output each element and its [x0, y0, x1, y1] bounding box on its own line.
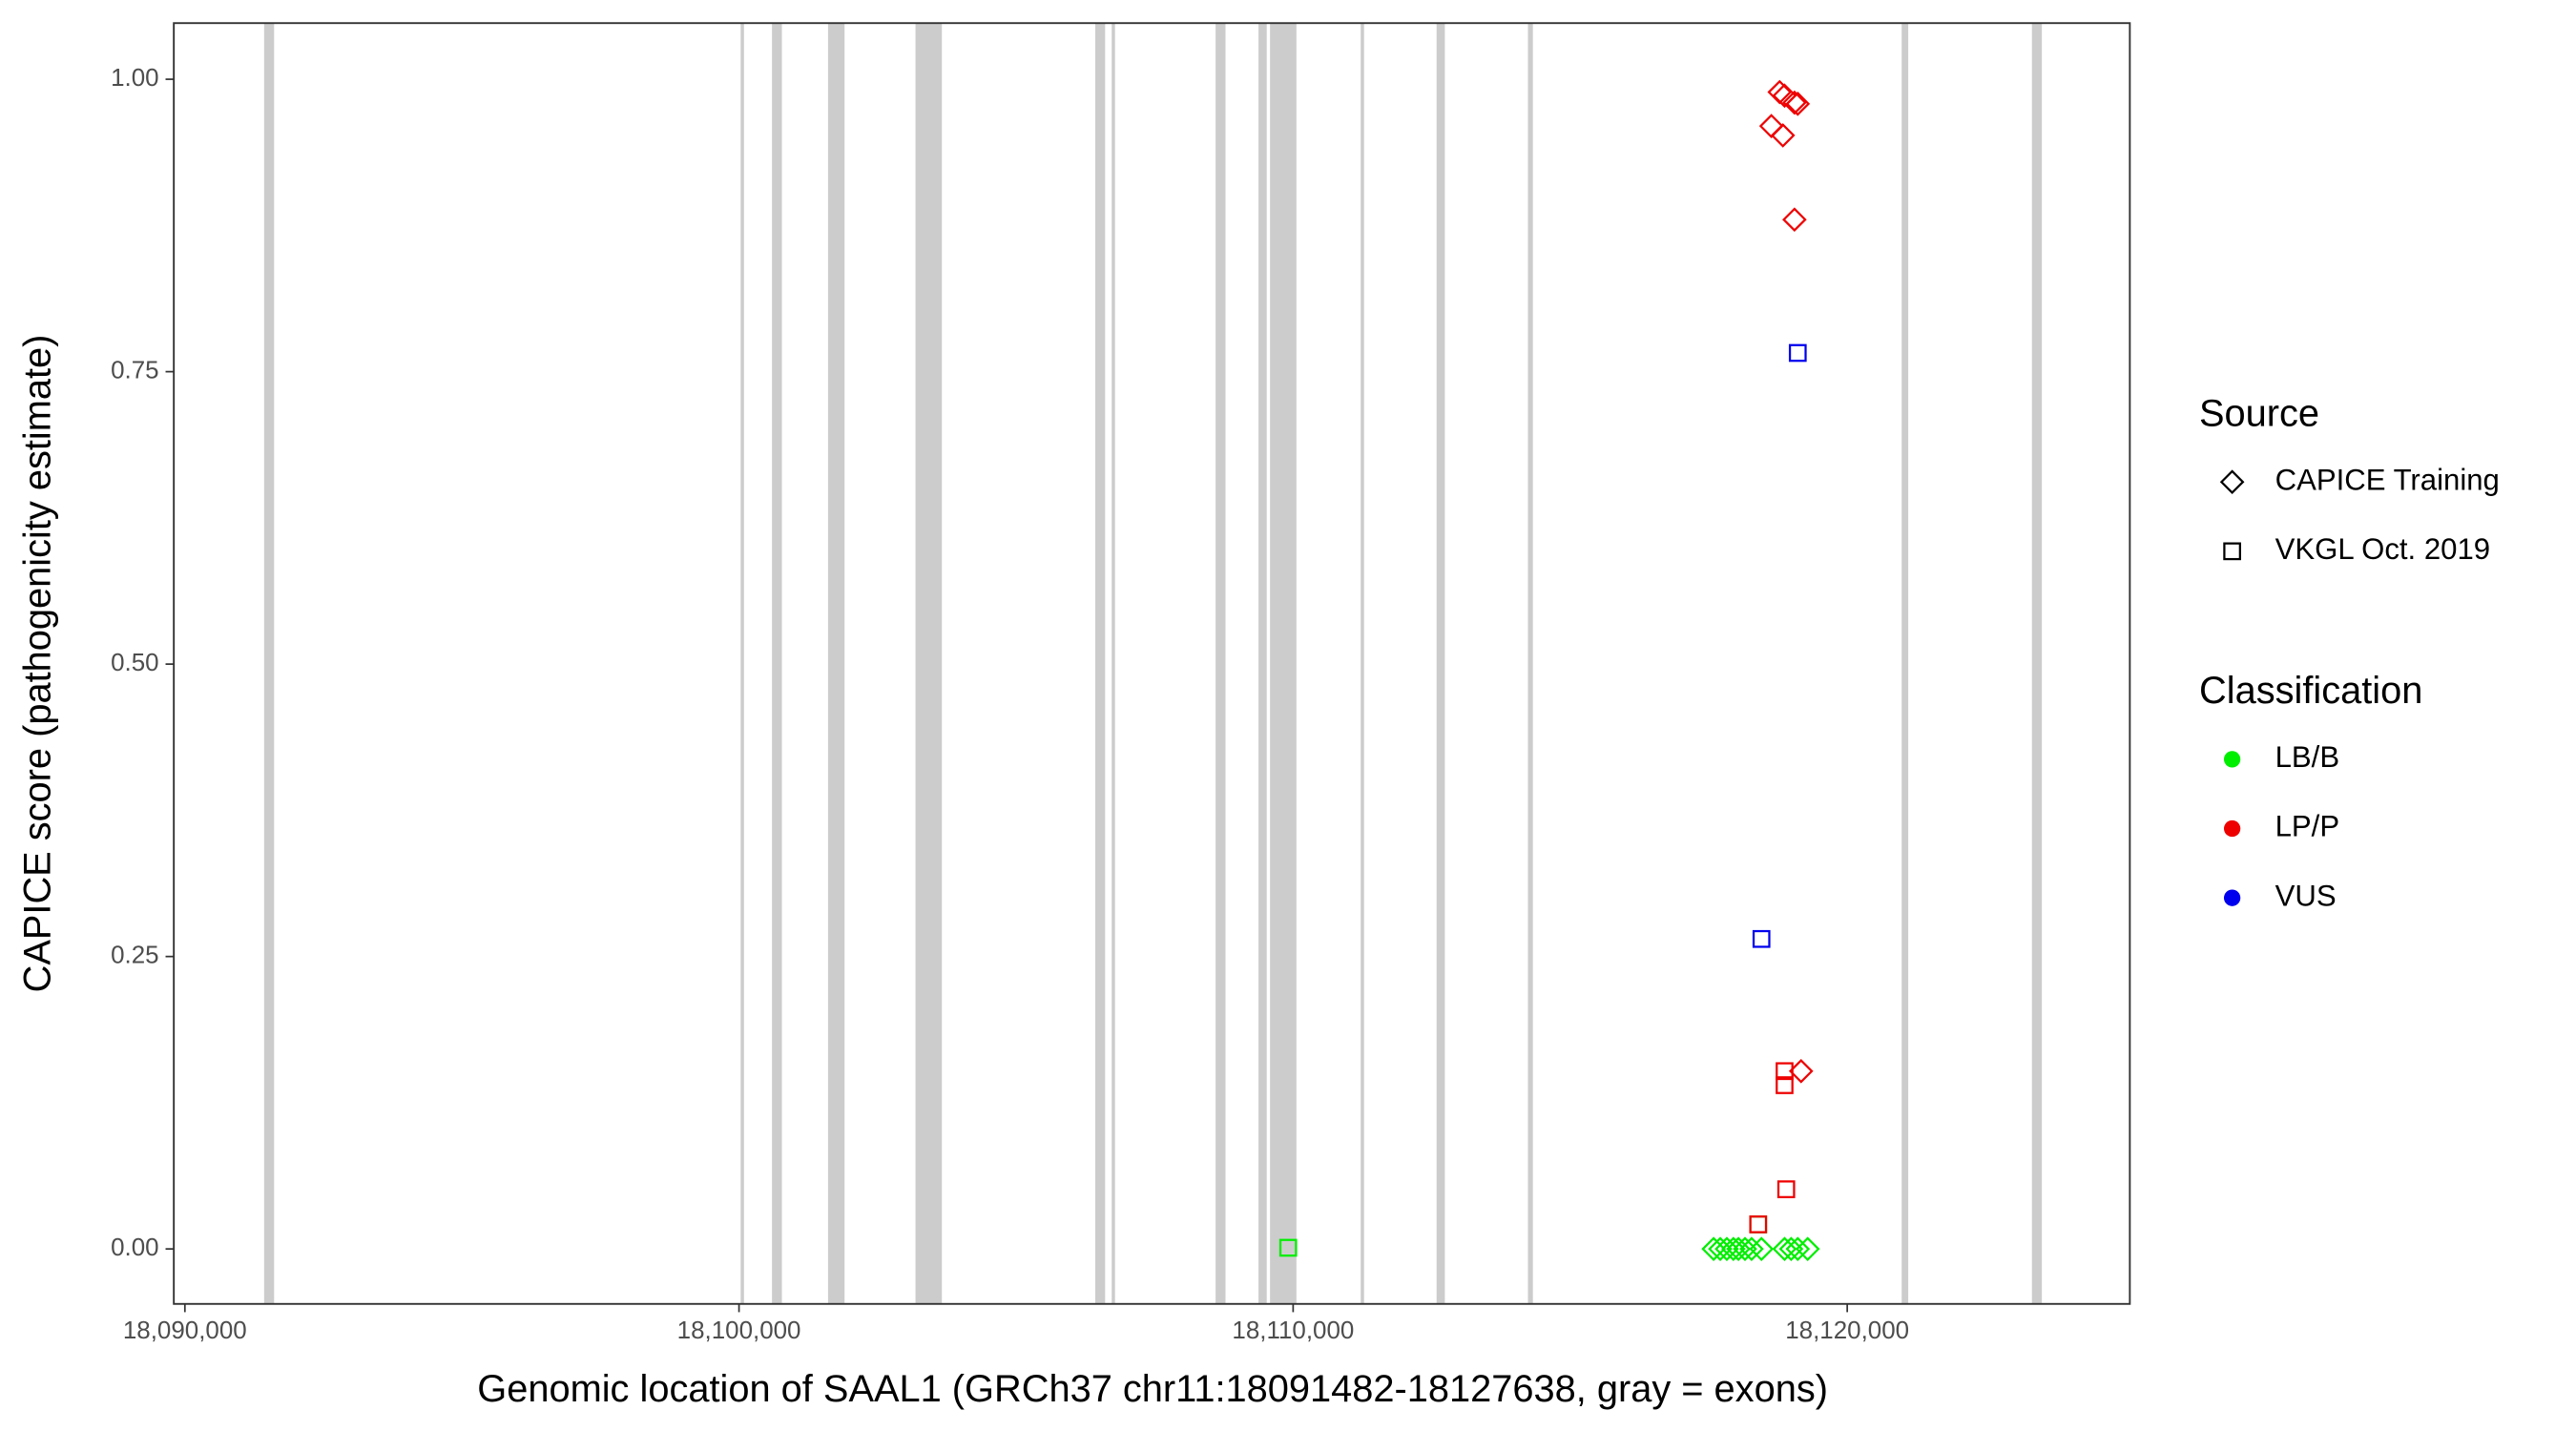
point — [1733, 1236, 1757, 1261]
exon — [1436, 23, 1445, 1304]
point — [1772, 1236, 1797, 1261]
point — [1758, 114, 1784, 138]
exon — [2031, 23, 2043, 1304]
point — [1770, 123, 1796, 148]
exon — [1901, 23, 1909, 1304]
point — [1752, 929, 1771, 948]
point — [1788, 1058, 1814, 1084]
point — [1772, 83, 1797, 109]
legend-symbol — [2223, 819, 2241, 838]
point — [1788, 343, 1807, 363]
point — [1714, 1236, 1739, 1261]
legend-title: Source — [2199, 393, 2319, 435]
legend-symbol — [2223, 889, 2241, 906]
plot-border — [173, 22, 2131, 1305]
exon — [1270, 23, 1297, 1304]
y-tick-label: 0.25 — [111, 942, 158, 968]
y-tick-label: 0.00 — [111, 1234, 158, 1261]
exon — [1111, 23, 1115, 1304]
exon — [263, 23, 275, 1304]
y-axis-title: CAPICE score (pathogenicity estimate) — [17, 335, 59, 993]
exon — [1094, 23, 1106, 1304]
point — [1721, 1236, 1746, 1261]
point — [1701, 1236, 1726, 1261]
x-tick-label: 18,100,000 — [677, 1317, 801, 1344]
point — [1776, 1076, 1794, 1094]
legend-symbol — [2219, 469, 2245, 495]
legend-symbol — [2223, 751, 2241, 768]
legend-label: LB/B — [2275, 740, 2339, 774]
exon — [740, 23, 744, 1304]
exon — [1361, 23, 1364, 1304]
legend-title: Classification — [2199, 670, 2422, 712]
point — [1785, 91, 1811, 116]
exon — [915, 23, 943, 1304]
x-tick-label: 18,120,000 — [1785, 1317, 1909, 1344]
x-tick-label: 18,090,000 — [123, 1317, 247, 1344]
point — [1776, 1062, 1794, 1081]
legend-symbol — [2223, 542, 2241, 561]
point — [1782, 90, 1807, 115]
y-tick-label: 0.75 — [111, 357, 158, 384]
point — [1278, 1238, 1298, 1257]
exon — [1215, 23, 1226, 1304]
point — [1749, 1215, 1768, 1234]
y-tick-label: 1.00 — [111, 65, 158, 92]
point — [1749, 1236, 1775, 1261]
legend-label: LP/P — [2275, 810, 2339, 843]
exon — [1258, 23, 1267, 1304]
legend-label: VKGL Oct. 2019 — [2275, 532, 2491, 566]
y-tick-label: 0.50 — [111, 650, 158, 676]
point — [1795, 1236, 1820, 1261]
x-tick-label: 18,110,000 — [1232, 1317, 1354, 1344]
point — [1739, 1236, 1764, 1261]
point — [1778, 1236, 1804, 1261]
legend-label: CAPICE Training — [2275, 463, 2500, 496]
x-axis-title: Genomic location of SAAL1 (GRCh37 chr11:… — [477, 1368, 1828, 1410]
point — [1782, 207, 1807, 233]
point — [1776, 1180, 1796, 1198]
point — [1785, 1236, 1811, 1261]
exon — [772, 23, 782, 1304]
exon — [827, 23, 845, 1304]
exon — [1527, 23, 1533, 1304]
legend-label: VUS — [2275, 879, 2337, 912]
point — [1749, 1215, 1768, 1234]
